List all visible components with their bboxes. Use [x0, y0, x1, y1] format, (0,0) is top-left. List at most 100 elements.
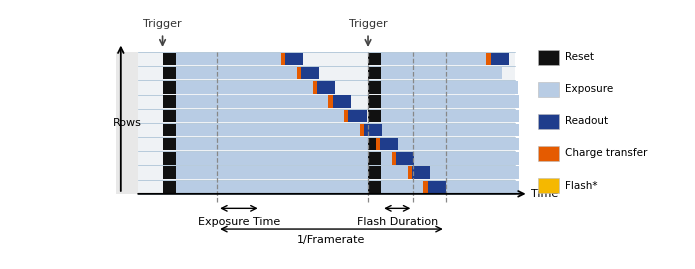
Bar — [382, 109, 519, 122]
Text: Exposure: Exposure — [565, 84, 614, 94]
Bar — [382, 152, 519, 165]
Bar — [344, 109, 348, 122]
Bar — [382, 124, 414, 136]
Bar — [368, 53, 382, 65]
Bar — [423, 180, 427, 193]
Bar — [163, 124, 176, 136]
Bar — [368, 67, 382, 79]
Bar — [176, 67, 297, 79]
Bar — [301, 67, 319, 79]
Bar — [368, 180, 382, 193]
Bar — [176, 95, 218, 108]
Bar — [382, 53, 486, 65]
Bar — [491, 53, 509, 65]
Bar — [382, 95, 414, 108]
Bar — [138, 52, 515, 194]
Bar — [427, 180, 445, 193]
Bar — [382, 166, 414, 179]
Bar — [176, 81, 218, 94]
Bar — [368, 109, 382, 122]
Text: Time: Time — [531, 189, 559, 199]
Text: Readout: Readout — [565, 116, 608, 126]
Bar — [411, 166, 430, 179]
Bar — [382, 67, 414, 79]
Text: Reset: Reset — [565, 52, 594, 62]
Bar — [408, 166, 411, 179]
Bar — [538, 114, 559, 129]
Text: Charge transfer: Charge transfer — [565, 148, 648, 158]
Text: Trigger: Trigger — [143, 19, 182, 29]
Bar — [163, 53, 176, 65]
Text: Exposure Time: Exposure Time — [198, 217, 280, 226]
Bar — [392, 152, 396, 165]
Bar — [382, 109, 414, 122]
Bar — [317, 81, 335, 94]
Bar — [176, 152, 392, 165]
Bar — [176, 180, 218, 193]
Bar — [382, 166, 519, 179]
Bar — [538, 82, 559, 97]
Bar — [163, 109, 176, 122]
Bar — [382, 180, 414, 193]
Bar — [117, 52, 515, 194]
Bar — [368, 166, 382, 179]
Bar — [382, 81, 518, 94]
Bar — [382, 138, 414, 150]
Bar — [368, 152, 382, 165]
Bar — [176, 53, 281, 65]
Bar — [376, 138, 380, 150]
Text: 1/Framerate: 1/Framerate — [297, 235, 366, 245]
Bar — [163, 81, 176, 94]
Bar — [368, 81, 382, 94]
Bar — [396, 152, 414, 165]
Bar — [176, 180, 423, 193]
Text: Rows: Rows — [113, 118, 142, 128]
Bar — [360, 124, 364, 136]
Bar — [176, 166, 218, 179]
Bar — [176, 124, 218, 136]
Bar — [176, 109, 218, 122]
Bar — [163, 166, 176, 179]
Bar — [285, 53, 303, 65]
Bar — [368, 95, 382, 108]
Bar — [538, 146, 559, 161]
Bar — [163, 67, 176, 79]
Bar — [382, 152, 414, 165]
Bar — [333, 95, 351, 108]
Bar — [163, 152, 176, 165]
Bar — [329, 95, 333, 108]
Bar — [297, 67, 301, 79]
Bar — [382, 124, 519, 136]
Bar — [538, 178, 559, 193]
Bar — [368, 138, 382, 150]
Bar — [382, 81, 414, 94]
Bar — [163, 180, 176, 193]
Bar — [176, 81, 313, 94]
Bar — [281, 53, 285, 65]
Bar — [176, 109, 344, 122]
Bar — [163, 95, 176, 108]
Bar — [382, 67, 502, 79]
Bar — [486, 53, 491, 65]
Text: Trigger: Trigger — [349, 19, 387, 29]
Bar — [163, 138, 176, 150]
Bar — [176, 166, 408, 179]
Bar — [348, 109, 366, 122]
Bar — [176, 138, 376, 150]
Bar — [176, 53, 218, 65]
Bar — [382, 95, 519, 108]
Text: Flash*: Flash* — [565, 180, 598, 190]
Bar — [176, 138, 218, 150]
Bar — [368, 124, 382, 136]
Bar — [176, 124, 360, 136]
Bar — [364, 124, 382, 136]
Bar — [382, 53, 414, 65]
Bar — [176, 67, 218, 79]
Bar — [538, 50, 559, 65]
Bar — [380, 138, 398, 150]
Bar — [176, 95, 329, 108]
Text: Flash Duration: Flash Duration — [357, 217, 438, 226]
Bar — [313, 81, 317, 94]
Bar — [176, 152, 218, 165]
Bar — [382, 180, 519, 193]
